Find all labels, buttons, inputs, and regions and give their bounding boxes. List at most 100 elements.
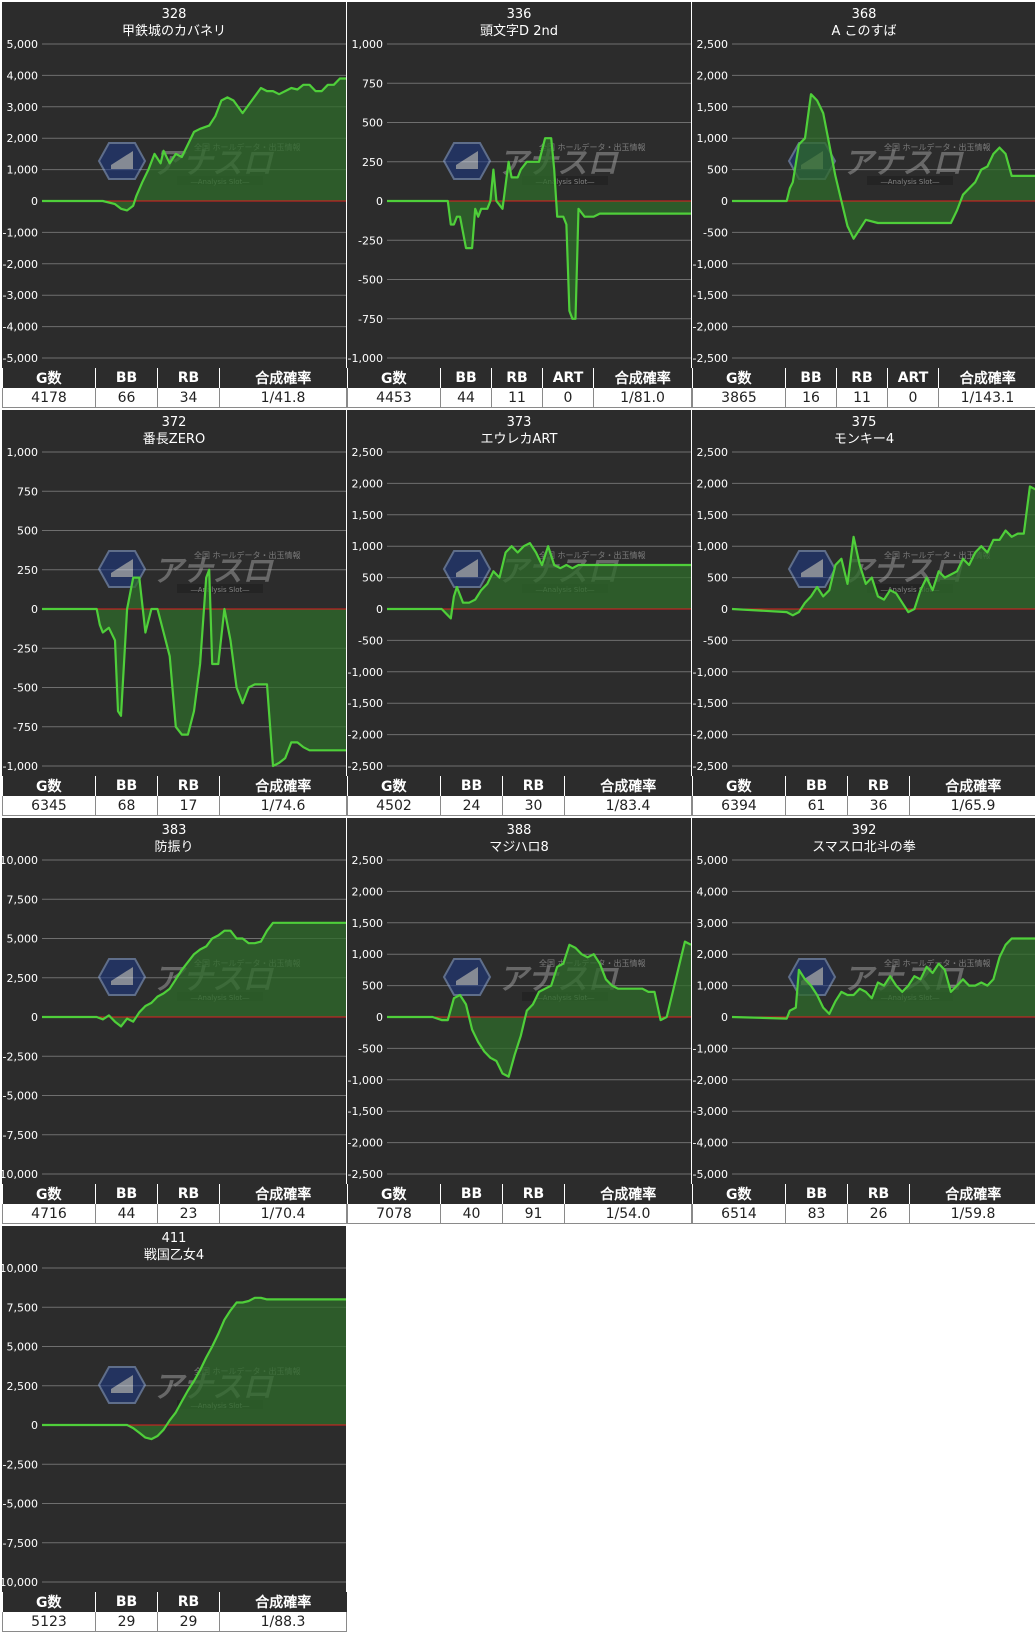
y-tick-label: 3,000 bbox=[697, 917, 729, 930]
machine-name: A このすば bbox=[831, 24, 896, 39]
stats-value: 4716 bbox=[2, 1204, 96, 1224]
stats-header: RB bbox=[847, 776, 910, 796]
stats-table: G数 BB RB 合成確率 7078 40 91 1/54.0 bbox=[347, 1184, 692, 1224]
y-tick-label: -5,000 bbox=[3, 352, 38, 365]
watermark-subtitle: ―Analysis Slot― bbox=[191, 586, 249, 594]
y-tick-label: -2,500 bbox=[693, 352, 728, 365]
series-area bbox=[732, 938, 1035, 1019]
y-tick-label: -5,000 bbox=[3, 1498, 38, 1511]
y-tick-label: 4,000 bbox=[7, 69, 39, 82]
stats-table: G数 BB RB 合成確率 4178 66 34 1/41.8 bbox=[2, 368, 347, 408]
y-tick-label: 1,500 bbox=[697, 509, 729, 522]
chart-svg: 368 A このすば 2,500 2,000 1,500 1,000 500 0 -500 -1,… bbox=[693, 7, 1035, 365]
y-tick-label: -2,500 bbox=[348, 1168, 383, 1181]
stats-header: RB bbox=[157, 776, 220, 796]
chart-svg: 375 モンキー4 2,500 2,000 1,500 1,000 500 0 -500 -1,0… bbox=[693, 415, 1035, 773]
y-tick-label: -7,500 bbox=[3, 1129, 38, 1142]
y-tick-label: 2,500 bbox=[697, 446, 729, 459]
series-area bbox=[42, 569, 346, 766]
y-tick-label: 2,000 bbox=[352, 885, 384, 898]
y-tick-label: -500 bbox=[358, 634, 383, 647]
stats-header: 合成確率 bbox=[219, 1592, 347, 1612]
stats-value: 3865 bbox=[692, 388, 786, 408]
machine-number: 383 bbox=[162, 823, 187, 838]
stats-value: 1/143.1 bbox=[938, 388, 1035, 408]
y-tick-label: 2,000 bbox=[7, 132, 39, 145]
watermark-tagline: 全国 ホールデータ・出玉情報 bbox=[539, 550, 646, 560]
stats-header: G数 bbox=[2, 776, 96, 796]
watermark-tagline: 全国 ホールデータ・出玉情報 bbox=[884, 142, 991, 152]
watermark-subtitle: ―Analysis Slot― bbox=[881, 586, 939, 594]
y-tick-label: -1,000 bbox=[3, 760, 38, 773]
y-tick-label: -1,500 bbox=[348, 697, 383, 710]
y-tick-label: 2,500 bbox=[352, 446, 384, 459]
y-tick-label: -1,000 bbox=[348, 352, 383, 365]
stats-value: 1/74.6 bbox=[219, 796, 347, 816]
y-tick-label: -500 bbox=[358, 274, 383, 287]
stats-header: RB bbox=[157, 1592, 220, 1612]
stats-header: BB bbox=[95, 776, 158, 796]
machine-chart: 336 頭文字D 2nd 1,000 750 500 250 0 -250 -500 -750 -1… bbox=[347, 2, 691, 368]
y-tick-label: 7,500 bbox=[7, 893, 39, 906]
y-tick-label: -1,000 bbox=[693, 1042, 728, 1055]
y-tick-label: 0 bbox=[376, 603, 383, 616]
stats-value: 6394 bbox=[692, 796, 786, 816]
machine-chart: 392 スマスロ北斗の拳 5,000 4,000 3,000 2,000 1,000 0 -1,… bbox=[692, 818, 1035, 1184]
stats-header: G数 bbox=[692, 1184, 786, 1204]
y-tick-label: 1,000 bbox=[697, 132, 729, 145]
y-tick-label: 5,000 bbox=[7, 38, 39, 51]
machine-name: マジハロ8 bbox=[489, 840, 549, 855]
machine-card: 392 スマスロ北斗の拳 5,000 4,000 3,000 2,000 1,000 0 -1,… bbox=[692, 818, 1035, 1224]
stats-value: 68 bbox=[95, 796, 158, 816]
stats-value: 17 bbox=[157, 796, 220, 816]
stats-table: G数 BB RB 合成確率 6345 68 17 1/74.6 bbox=[2, 776, 347, 816]
stats-header: 合成確率 bbox=[219, 1184, 347, 1204]
watermark-subtitle: ―Analysis Slot― bbox=[881, 178, 939, 186]
stats-value: 24 bbox=[440, 796, 503, 816]
y-tick-label: -2,500 bbox=[693, 760, 728, 773]
machine-card: 372 番長ZERO 1,000 750 500 250 0 -250 -500 -750 -1,0… bbox=[2, 410, 347, 816]
y-tick-label: 750 bbox=[362, 77, 383, 90]
machine-chart: 383 防振り 10,000 7,500 5,000 2,500 0 -2,500 -5,000… bbox=[2, 818, 346, 1184]
y-tick-label: -5,000 bbox=[693, 1168, 728, 1181]
stats-header: BB bbox=[95, 368, 158, 388]
stats-header: RB bbox=[502, 1184, 565, 1204]
stats-value: 5123 bbox=[2, 1612, 96, 1632]
series-area bbox=[732, 486, 1035, 616]
stats-header: RB bbox=[157, 1184, 220, 1204]
stats-value: 66 bbox=[95, 388, 158, 408]
series-area bbox=[387, 543, 691, 619]
series-line bbox=[387, 542, 691, 620]
stats-header: BB bbox=[95, 1592, 158, 1612]
stats-table: G数 BB RB 合成確率 5123 29 29 1/88.3 bbox=[2, 1592, 347, 1632]
y-tick-label: -2,000 bbox=[693, 321, 728, 334]
y-tick-label: 5,000 bbox=[7, 933, 39, 946]
y-tick-label: -1,500 bbox=[693, 697, 728, 710]
y-tick-label: -5,000 bbox=[3, 1090, 38, 1103]
y-tick-label: -2,000 bbox=[348, 1137, 383, 1150]
series-area bbox=[387, 941, 691, 1077]
stats-header: 合成確率 bbox=[938, 368, 1035, 388]
watermark-tagline: 全国 ホールデータ・出玉情報 bbox=[194, 550, 301, 560]
stats-value: 61 bbox=[785, 796, 848, 816]
stats-value: 1/88.3 bbox=[219, 1612, 347, 1632]
stats-value: 29 bbox=[157, 1612, 220, 1632]
machine-number: 392 bbox=[852, 823, 877, 838]
stats-value: 4178 bbox=[2, 388, 96, 408]
machine-number: 336 bbox=[507, 7, 532, 22]
machine-number: 411 bbox=[162, 1231, 187, 1246]
y-tick-label: 2,000 bbox=[352, 477, 384, 490]
stats-value: 1/41.8 bbox=[219, 388, 347, 408]
y-tick-label: 0 bbox=[376, 1011, 383, 1024]
y-tick-label: 2,500 bbox=[352, 854, 384, 867]
stats-value: 30 bbox=[502, 796, 565, 816]
stats-header: BB bbox=[95, 1184, 158, 1204]
series-line bbox=[732, 93, 1035, 240]
y-tick-label: 2,500 bbox=[7, 1380, 39, 1393]
y-tick-label: -250 bbox=[358, 234, 383, 247]
stats-header: G数 bbox=[347, 776, 441, 796]
machine-chart: 375 モンキー4 2,500 2,000 1,500 1,000 500 0 -500 -1,0… bbox=[692, 410, 1035, 776]
